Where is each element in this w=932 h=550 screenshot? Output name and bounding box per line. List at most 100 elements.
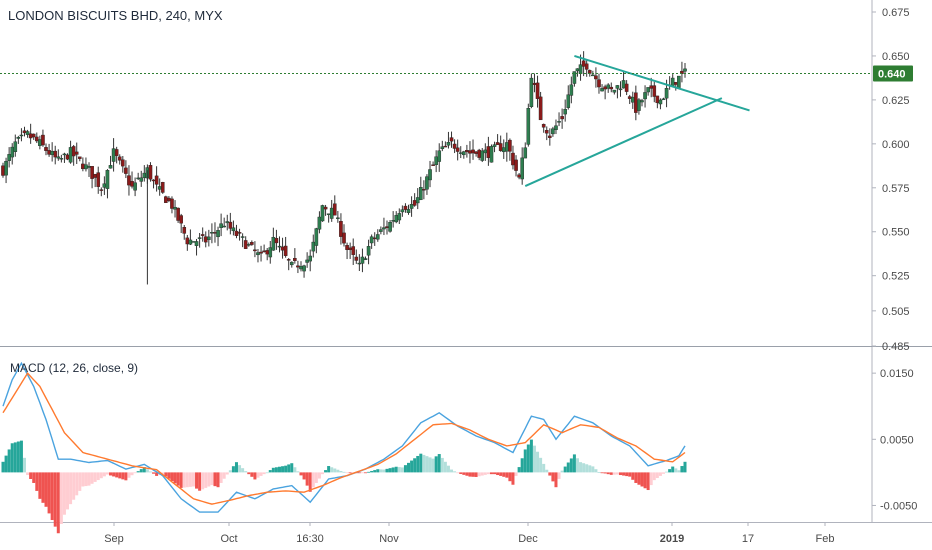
- candle[interactable]: [646, 87, 650, 96]
- candle[interactable]: [222, 217, 226, 228]
- candle[interactable]: [154, 166, 159, 192]
- candle[interactable]: [268, 241, 273, 264]
- candle[interactable]: [34, 132, 39, 144]
- candle[interactable]: [544, 126, 549, 141]
- candle[interactable]: [308, 249, 313, 272]
- candle[interactable]: [640, 98, 644, 107]
- candle[interactable]: [594, 67, 598, 88]
- candle[interactable]: [618, 81, 623, 97]
- candle[interactable]: [207, 229, 211, 247]
- candle[interactable]: [548, 128, 552, 146]
- candle[interactable]: [403, 203, 408, 213]
- candle[interactable]: [508, 138, 512, 161]
- candle[interactable]: [538, 91, 543, 121]
- candle[interactable]: [62, 152, 67, 163]
- candle[interactable]: [219, 213, 223, 237]
- candle[interactable]: [557, 112, 561, 127]
- candle[interactable]: [228, 212, 233, 235]
- candle[interactable]: [256, 249, 260, 263]
- candle[interactable]: [624, 80, 629, 96]
- trendline-lower[interactable]: [524, 97, 723, 187]
- candle[interactable]: [78, 156, 82, 162]
- candle[interactable]: [124, 160, 128, 179]
- candle[interactable]: [164, 195, 168, 203]
- candle[interactable]: [16, 135, 21, 144]
- candle[interactable]: [339, 213, 343, 245]
- candle[interactable]: [480, 148, 485, 163]
- candle[interactable]: [148, 162, 153, 182]
- candle[interactable]: [422, 180, 426, 200]
- candle[interactable]: [345, 242, 349, 260]
- trendline-upper[interactable]: [574, 54, 750, 112]
- candle[interactable]: [661, 97, 666, 101]
- candle[interactable]: [535, 75, 540, 108]
- candle[interactable]: [342, 224, 346, 247]
- candle[interactable]: [351, 238, 356, 265]
- candle[interactable]: [419, 176, 423, 201]
- candle[interactable]: [379, 226, 383, 235]
- candle[interactable]: [560, 108, 564, 129]
- candle[interactable]: [452, 139, 457, 154]
- candle[interactable]: [375, 229, 380, 242]
- candle[interactable]: [658, 98, 663, 110]
- candle[interactable]: [53, 145, 58, 165]
- candle[interactable]: [332, 195, 337, 216]
- candle[interactable]: [59, 154, 64, 163]
- candle[interactable]: [317, 211, 322, 234]
- candle[interactable]: [606, 83, 610, 93]
- candle[interactable]: [366, 239, 371, 265]
- candle[interactable]: [44, 143, 48, 156]
- candle[interactable]: [74, 142, 79, 165]
- candle[interactable]: [191, 241, 196, 243]
- candle[interactable]: [323, 204, 328, 216]
- candle[interactable]: [443, 141, 448, 148]
- candle[interactable]: [511, 145, 515, 170]
- candle[interactable]: [237, 228, 242, 241]
- candle[interactable]: [471, 139, 475, 160]
- candle[interactable]: [609, 82, 614, 93]
- candle[interactable]: [286, 258, 291, 271]
- candle[interactable]: [240, 233, 245, 248]
- candle[interactable]: [400, 205, 405, 217]
- candle[interactable]: [25, 129, 30, 138]
- candle[interactable]: [526, 103, 531, 147]
- candle[interactable]: [569, 76, 574, 104]
- candle[interactable]: [437, 143, 442, 172]
- candle[interactable]: [529, 73, 534, 109]
- candle[interactable]: [566, 85, 571, 110]
- candle[interactable]: [200, 227, 205, 242]
- candle[interactable]: [415, 188, 420, 210]
- candle[interactable]: [572, 71, 577, 87]
- candle[interactable]: [114, 146, 119, 164]
- candle[interactable]: [652, 81, 657, 103]
- candle[interactable]: [302, 264, 306, 278]
- candle[interactable]: [105, 169, 110, 199]
- candle[interactable]: [551, 126, 555, 137]
- candle[interactable]: [683, 62, 687, 78]
- candle[interactable]: [455, 139, 460, 161]
- candle[interactable]: [597, 73, 601, 94]
- candle[interactable]: [56, 149, 61, 161]
- candle[interactable]: [600, 84, 604, 92]
- candle[interactable]: [139, 170, 144, 187]
- candle[interactable]: [31, 133, 36, 140]
- candle[interactable]: [584, 59, 589, 77]
- candle[interactable]: [492, 141, 497, 153]
- candle[interactable]: [520, 147, 524, 185]
- candle[interactable]: [406, 204, 411, 215]
- candle[interactable]: [541, 123, 546, 133]
- candle[interactable]: [462, 150, 466, 159]
- candle[interactable]: [182, 224, 187, 240]
- candle[interactable]: [431, 161, 435, 166]
- candle[interactable]: [121, 155, 125, 173]
- trendlines-layer[interactable]: [524, 54, 750, 187]
- candle[interactable]: [523, 142, 528, 159]
- candle[interactable]: [7, 147, 11, 168]
- candle[interactable]: [677, 75, 681, 89]
- candle[interactable]: [354, 249, 359, 264]
- candle[interactable]: [612, 89, 617, 95]
- candle[interactable]: [19, 128, 24, 142]
- candle[interactable]: [197, 232, 202, 248]
- candle[interactable]: [194, 238, 199, 256]
- candle[interactable]: [127, 165, 131, 196]
